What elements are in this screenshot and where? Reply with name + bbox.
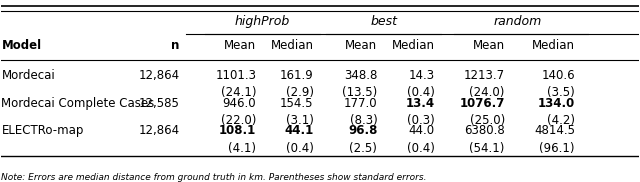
Text: (22.0): (22.0) [221, 114, 256, 127]
Text: (24.0): (24.0) [469, 86, 505, 99]
Text: 177.0: 177.0 [344, 97, 378, 110]
Text: Note: Errors are median distance from ground truth in km. Parentheses show stand: Note: Errors are median distance from gr… [1, 173, 427, 182]
Text: (3.1): (3.1) [285, 114, 314, 127]
Text: (0.4): (0.4) [407, 142, 435, 155]
Text: n: n [172, 39, 180, 52]
Text: (13.5): (13.5) [342, 86, 378, 99]
Text: 12,585: 12,585 [139, 97, 180, 110]
Text: 12,864: 12,864 [139, 124, 180, 137]
Text: 14.3: 14.3 [408, 69, 435, 82]
Text: 12,864: 12,864 [139, 69, 180, 82]
Text: (54.1): (54.1) [469, 142, 505, 155]
Text: 1213.7: 1213.7 [463, 69, 505, 82]
Text: (8.3): (8.3) [349, 114, 378, 127]
Text: 44.0: 44.0 [408, 124, 435, 137]
Text: 161.9: 161.9 [280, 69, 314, 82]
Text: (96.1): (96.1) [540, 142, 575, 155]
Text: random: random [493, 15, 541, 28]
Text: (0.3): (0.3) [407, 114, 435, 127]
Text: highProb: highProb [235, 15, 291, 28]
Text: 154.5: 154.5 [280, 97, 314, 110]
Text: Median: Median [392, 39, 435, 52]
Text: 140.6: 140.6 [541, 69, 575, 82]
Text: 44.1: 44.1 [284, 124, 314, 137]
Text: Mordecai: Mordecai [1, 69, 55, 82]
Text: Mean: Mean [473, 39, 505, 52]
Text: (2.5): (2.5) [349, 142, 378, 155]
Text: Mean: Mean [224, 39, 256, 52]
Text: 134.0: 134.0 [538, 97, 575, 110]
Text: Median: Median [532, 39, 575, 52]
Text: (0.4): (0.4) [285, 142, 314, 155]
Text: ELECTRo-map: ELECTRo-map [1, 124, 84, 137]
Text: (24.1): (24.1) [221, 86, 256, 99]
Text: (0.4): (0.4) [407, 86, 435, 99]
Text: 348.8: 348.8 [344, 69, 378, 82]
Text: Mordecai Complete Cases: Mordecai Complete Cases [1, 97, 155, 110]
Text: Model: Model [1, 39, 42, 52]
Text: 96.8: 96.8 [348, 124, 378, 137]
Text: (2.9): (2.9) [285, 86, 314, 99]
Text: 13.4: 13.4 [406, 97, 435, 110]
Text: (25.0): (25.0) [470, 114, 505, 127]
Text: 108.1: 108.1 [219, 124, 256, 137]
Text: 6380.8: 6380.8 [464, 124, 505, 137]
Text: Median: Median [271, 39, 314, 52]
Text: (4.1): (4.1) [228, 142, 256, 155]
Text: 4814.5: 4814.5 [534, 124, 575, 137]
Text: (4.2): (4.2) [547, 114, 575, 127]
Text: best: best [370, 15, 397, 28]
Text: 1076.7: 1076.7 [460, 97, 505, 110]
Text: (3.5): (3.5) [547, 86, 575, 99]
Text: 946.0: 946.0 [223, 97, 256, 110]
Text: Mean: Mean [345, 39, 378, 52]
Text: 1101.3: 1101.3 [215, 69, 256, 82]
